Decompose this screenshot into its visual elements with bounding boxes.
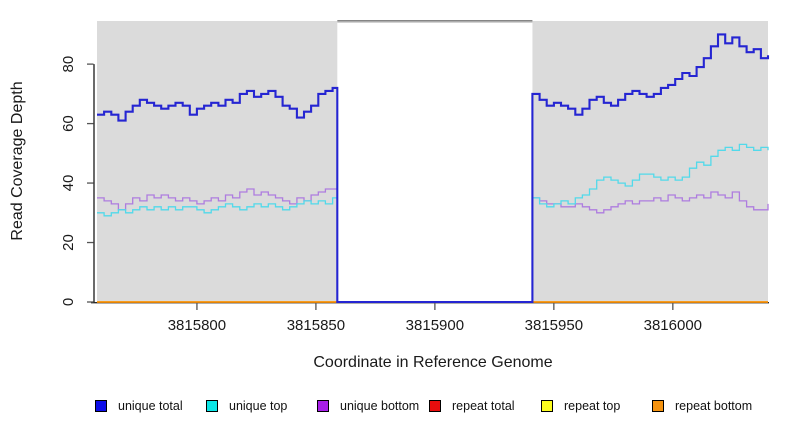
legend: unique total unique top unique bottom repea… [0,399,792,415]
panel-shade-left [97,21,338,302]
legend-label: repeat top [564,399,621,413]
y-axis-title: Read Coverage Depth [9,81,26,240]
x-tick-label: 3816000 [644,317,702,334]
legend-item-repeat-total: repeat total [429,399,515,413]
x-tick-label: 3815900 [406,317,464,334]
legend-swatch-repeat-top [541,400,553,412]
legend-item-unique-top: unique top [206,399,287,413]
y-tick-label: 20 [60,234,77,251]
series-line-unique-total [97,33,770,304]
legend-swatch-unique-total [95,400,107,412]
y-tick-label: 60 [60,115,77,132]
panel-shade-right [532,21,768,302]
plot-axes: 0 20 40 60 80 3815800 3815850 3815900 3815950 381… [60,56,769,334]
x-axis-title: Coordinate in Reference Genome [313,354,552,371]
x-tick-label: 3815950 [525,317,583,334]
series-line-unique-bottom [97,188,769,303]
plot-series [97,33,770,304]
legend-item-unique-total: unique total [95,399,183,413]
x-tick-label: 3815800 [168,317,226,334]
legend-swatch-unique-top [206,400,218,412]
legend-label: unique bottom [340,399,420,413]
x-tick-label: 3815850 [287,317,345,334]
legend-label: unique top [229,399,288,413]
legend-item-repeat-bottom: repeat bottom [652,399,752,413]
y-tick-label: 0 [60,298,77,306]
legend-label: unique total [118,399,183,413]
y-tick-label: 40 [60,175,77,192]
legend-item-unique-bottom: unique bottom [317,399,419,413]
legend-label: repeat total [452,399,515,413]
legend-label: repeat bottom [675,399,753,413]
plot-panels [97,19,768,302]
legend-swatch-unique-bottom [317,400,329,412]
legend-swatch-repeat-total [429,400,441,412]
legend-item-repeat-top: repeat top [541,399,620,413]
legend-swatch-repeat-bottom [652,400,664,412]
y-tick-label: 80 [60,56,77,73]
